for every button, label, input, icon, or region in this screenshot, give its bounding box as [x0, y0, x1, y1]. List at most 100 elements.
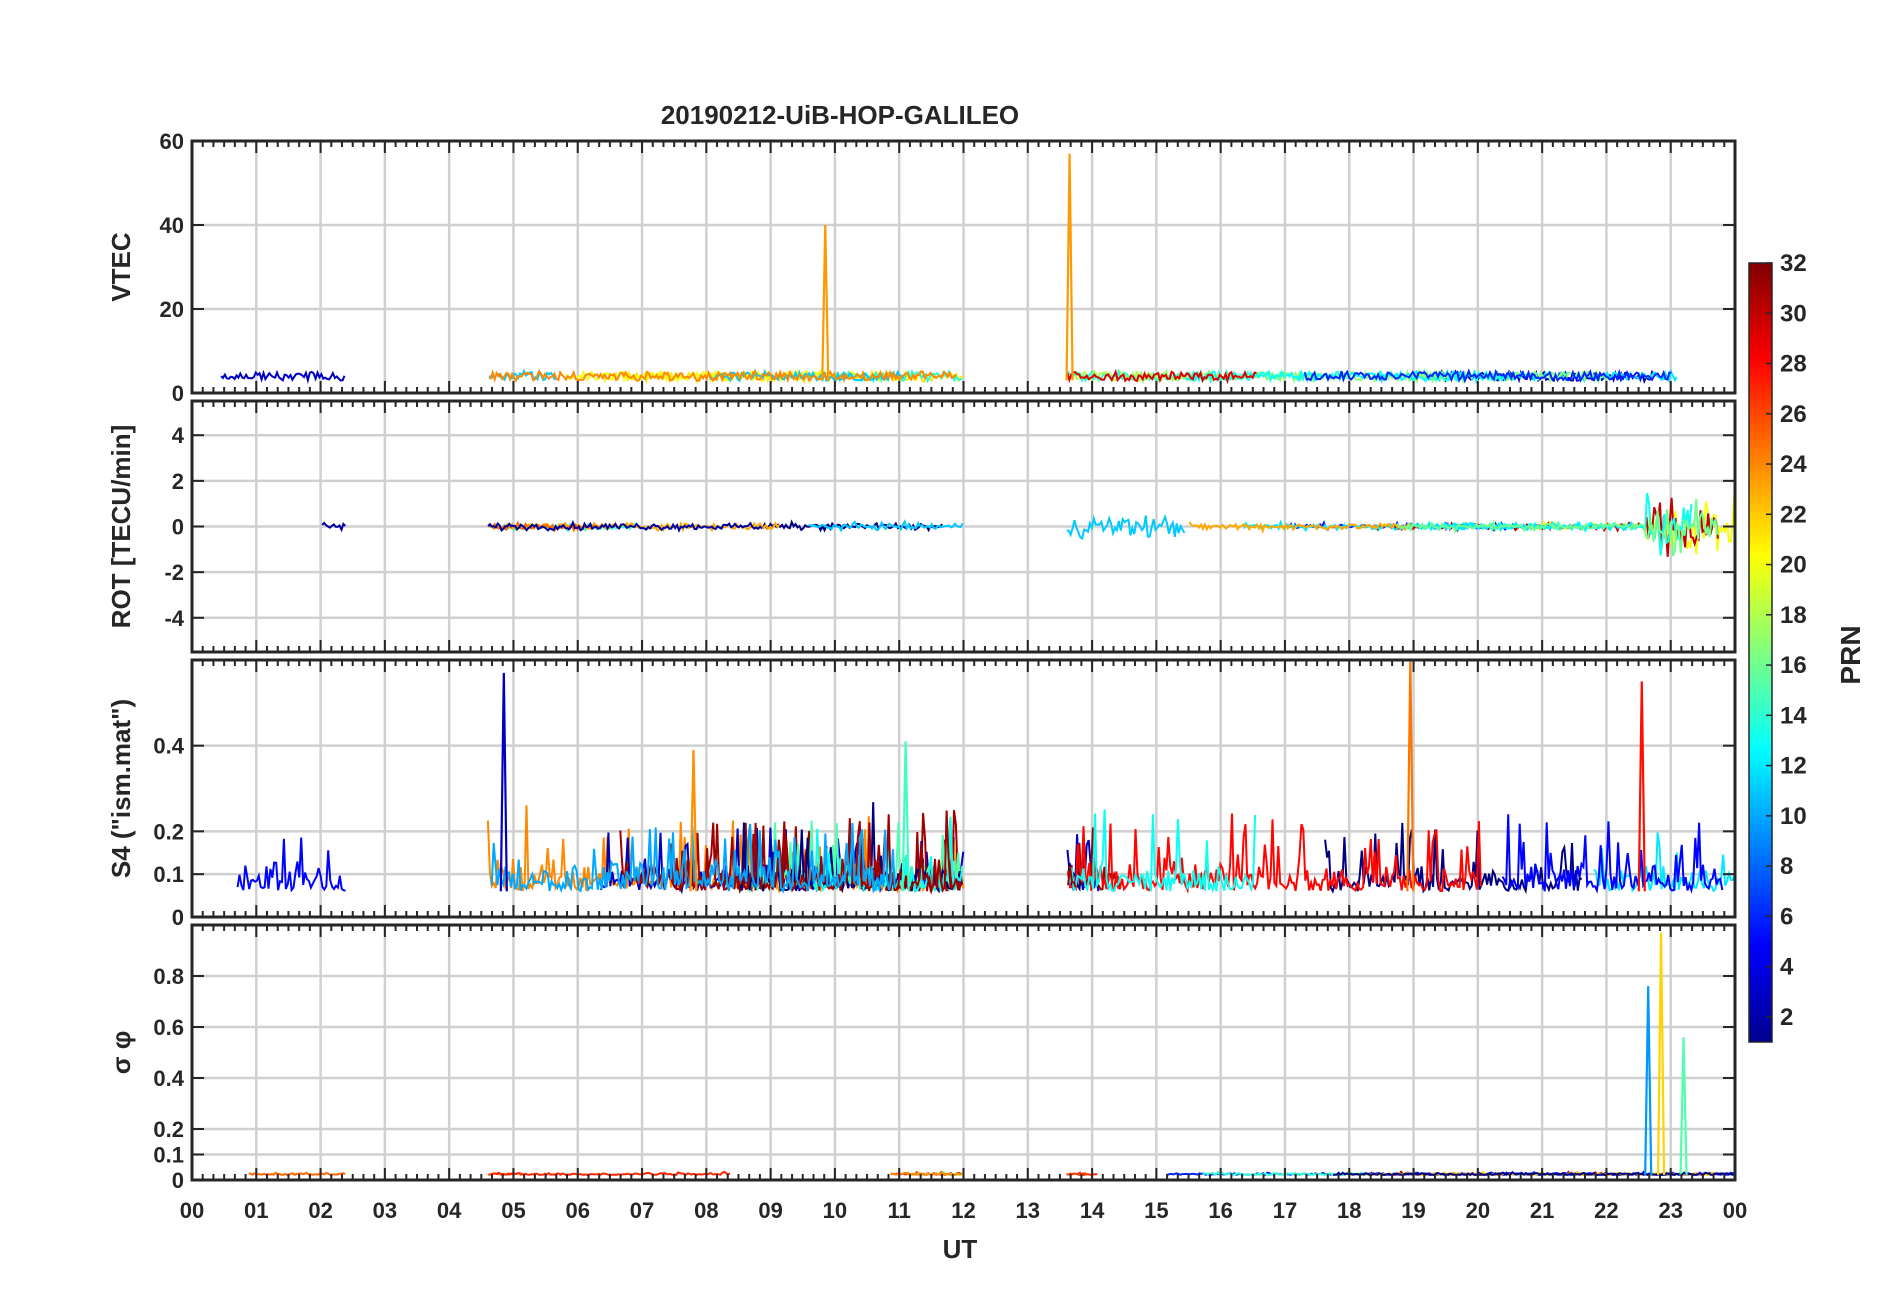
y-tick-label: -2	[164, 560, 184, 585]
x-tick-label: 16	[1208, 1198, 1232, 1223]
x-tick-label: 18	[1337, 1198, 1361, 1223]
y-tick-label: 0.2	[153, 819, 184, 844]
colorbar-tick-label: 2	[1780, 1004, 1793, 1031]
x-tick-label: 20	[1466, 1198, 1490, 1223]
series-line	[1067, 813, 1482, 894]
colorbar-tick-label: 16	[1780, 652, 1807, 679]
y-axis-label: ROT [TECU/min]	[106, 425, 136, 629]
series-line	[488, 368, 957, 384]
x-tick-label: 13	[1016, 1198, 1040, 1223]
colorbar-tick-label: 10	[1780, 803, 1807, 830]
y-tick-label: 0.6	[153, 1015, 184, 1040]
peak-mark	[1656, 932, 1666, 1175]
series-line	[1066, 368, 1257, 385]
series-line	[1188, 521, 1413, 535]
x-tick-label: 03	[373, 1198, 397, 1223]
x-tick-label: 19	[1401, 1198, 1425, 1223]
series-line	[236, 837, 346, 893]
y-axis-label: S4 ("ism.mat")	[106, 699, 136, 878]
series-line	[487, 519, 763, 533]
colorbar-tick-label: 28	[1780, 351, 1807, 378]
x-tick-label: 04	[437, 1198, 462, 1223]
y-tick-label: 20	[160, 297, 184, 322]
y-axis-label: σ φ	[106, 1031, 136, 1075]
x-tick-label: 22	[1594, 1198, 1618, 1223]
peak-mark	[1637, 681, 1646, 892]
x-tick-label: 11	[888, 1198, 911, 1223]
x-tick-label: 05	[501, 1198, 525, 1223]
panel-VTEC: 0 20 40 60 VTEC	[106, 129, 1737, 406]
peak-mark	[821, 224, 830, 381]
x-tick-label: 10	[823, 1198, 847, 1223]
colorbar-tick-label: 6	[1780, 903, 1793, 930]
y-tick-label: 0.4	[153, 734, 184, 759]
series-line	[1067, 865, 1077, 888]
peak-mark	[499, 672, 508, 892]
x-tick-label: 06	[566, 1198, 590, 1223]
colorbar-tick-label: 8	[1780, 853, 1793, 880]
colorbar-tick-label: 14	[1780, 702, 1807, 729]
series-traces	[321, 488, 1736, 557]
series-line	[321, 521, 347, 533]
x-tick-label: 02	[308, 1198, 332, 1223]
series-line	[1066, 513, 1186, 541]
series-line	[490, 822, 896, 894]
y-tick-label: 60	[160, 129, 184, 154]
x-tick-label: 17	[1273, 1198, 1297, 1223]
peak-mark	[901, 741, 910, 892]
colorbar-tick-label: 30	[1780, 300, 1807, 327]
y-tick-label: 4	[172, 423, 185, 448]
x-tick-label: 14	[1080, 1198, 1105, 1223]
x-tick-label: 08	[694, 1198, 718, 1223]
series-line	[890, 1171, 963, 1176]
colorbar-tick-label: 18	[1780, 602, 1807, 629]
x-tick-label: 12	[951, 1198, 975, 1223]
series-line	[220, 369, 346, 385]
colorbar-label: PRN	[1835, 625, 1866, 684]
y-tick-label: 40	[160, 213, 184, 238]
tick-marks	[191, 140, 1736, 394]
x-tick-label: 15	[1144, 1198, 1168, 1223]
series-line	[1303, 368, 1672, 384]
tick-marks	[191, 925, 1736, 1181]
y-tick-label: 0.1	[153, 1143, 184, 1168]
peak-mark	[689, 749, 698, 892]
x-axis-label: UT	[943, 1234, 978, 1264]
series-traces	[220, 153, 1678, 385]
series-line	[1333, 1170, 1735, 1176]
y-axis-label: VTEC	[106, 232, 136, 302]
colorbar-tick-label: 12	[1780, 753, 1807, 780]
series-line	[1067, 809, 1257, 893]
series-line	[1593, 832, 1736, 893]
x-tick-label: 01	[244, 1198, 268, 1223]
panel-S4: 0 0.1 0.2 0.4 S4 ("ism.mat")	[106, 658, 1737, 930]
colorbar-tick-label: 20	[1780, 552, 1807, 579]
y-tick-label: 0.4	[153, 1066, 184, 1091]
colorbar	[1748, 262, 1773, 1043]
panel-sigma_phi: 00.10.2 0.4 0.6 0.8 σ φ	[106, 923, 1737, 1193]
x-tick-label: 09	[758, 1198, 782, 1223]
series-line	[808, 519, 964, 533]
peak-mark	[1065, 153, 1074, 381]
peak-mark	[1644, 986, 1653, 1175]
panel-ROT: -4 -2 0 2 4 ROT [TECU/min]	[106, 399, 1737, 654]
y-tick-label: 0	[172, 1168, 184, 1193]
tick-marks	[191, 660, 1736, 918]
colorbar-tick-label: 22	[1780, 501, 1807, 528]
series-line	[1396, 499, 1719, 557]
y-tick-label: 0	[172, 515, 184, 540]
x-tick-label: 00	[1723, 1198, 1747, 1223]
y-tick-label: 0.8	[153, 964, 184, 989]
peak-mark	[1679, 1037, 1688, 1175]
y-tick-label: 0	[172, 905, 184, 930]
x-tick-label: 23	[1658, 1198, 1682, 1223]
series-traces	[236, 659, 1736, 895]
x-tick-label: 21	[1530, 1198, 1554, 1223]
colorbar-tick-label: 26	[1780, 401, 1807, 428]
x-tick-label: 07	[630, 1198, 654, 1223]
series-traces	[248, 932, 1735, 1177]
chart-title: 20190212-UiB-HOP-GALILEO	[661, 100, 1019, 130]
